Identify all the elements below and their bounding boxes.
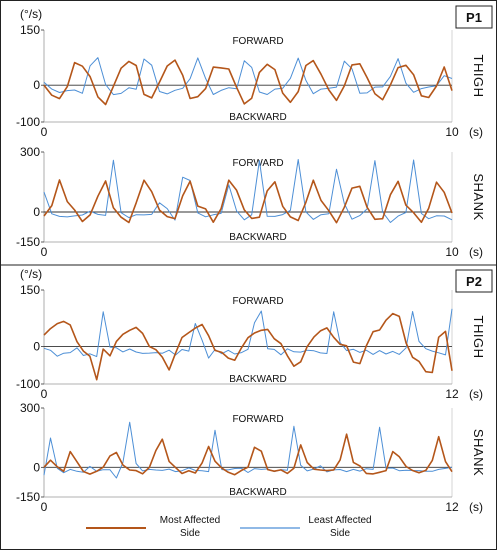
x-unit-label: (s) [469, 245, 483, 259]
y-tick-label: -150 [16, 490, 40, 504]
backward-label: BACKWARD [229, 487, 286, 498]
legend-most-label-line2: Side [180, 528, 200, 539]
panel-label-box [455, 5, 493, 29]
series-line-least-affected [43, 421, 453, 479]
series-line-least-affected [43, 57, 453, 96]
y-unit-label: (°/s) [20, 7, 42, 21]
legend-most-label-line1: Most Affected [160, 515, 220, 526]
y-tick-label: 300 [20, 401, 40, 415]
y-tick-label: 150 [20, 23, 40, 37]
series-line-most-affected [43, 59, 453, 106]
y-tick-label: 0 [33, 205, 40, 219]
forward-label: FORWARD [232, 414, 283, 425]
y-tick-label: -100 [16, 377, 40, 391]
x-tick-label: 12 [445, 500, 459, 514]
x-tick-label: 0 [41, 245, 48, 259]
y-tick-label: 300 [20, 145, 40, 159]
series-line-most-affected [43, 433, 453, 476]
y-tick-label: -100 [16, 115, 40, 129]
series-line-least-affected [43, 308, 453, 359]
legend: Most Affected Side Least Affected Side [83, 511, 372, 547]
panel-label: P1 [466, 10, 482, 25]
x-tick-label: 10 [445, 125, 459, 139]
y-tick-label: -150 [16, 235, 40, 249]
panel-label-box [455, 269, 493, 293]
x-unit-label: (s) [469, 500, 483, 514]
legend-least-label-line2: Side [330, 528, 350, 539]
x-tick-label: 0 [41, 125, 48, 139]
series-line-most-affected [43, 312, 453, 381]
x-tick-label: 10 [445, 245, 459, 259]
y-unit-label: (°/s) [20, 267, 42, 281]
y-tick-label: 150 [20, 283, 40, 297]
legend-least-label-line1: Least Affected [308, 515, 371, 526]
backward-label: BACKWARD [229, 232, 286, 243]
y-tick-label: 0 [33, 460, 40, 474]
series-line-most-affected [43, 179, 453, 224]
forward-label: FORWARD [232, 296, 283, 307]
forward-label: FORWARD [232, 36, 283, 47]
x-tick-label: 0 [41, 500, 48, 514]
x-tick-label: 0 [41, 387, 48, 401]
backward-label: BACKWARD [229, 374, 286, 385]
forward-label: FORWARD [232, 158, 283, 169]
backward-label: BACKWARD [229, 112, 286, 123]
segment-label: SHANK [471, 429, 486, 476]
y-tick-label: 0 [33, 78, 40, 92]
x-tick-label: 12 [445, 387, 459, 401]
x-unit-label: (s) [469, 387, 483, 401]
y-tick-label: 0 [33, 339, 40, 353]
segment-label: THIGH [471, 55, 486, 98]
x-unit-label: (s) [469, 125, 483, 139]
panel-label: P2 [466, 274, 482, 289]
segment-label: SHANK [471, 173, 486, 220]
segment-label: THIGH [471, 316, 486, 359]
